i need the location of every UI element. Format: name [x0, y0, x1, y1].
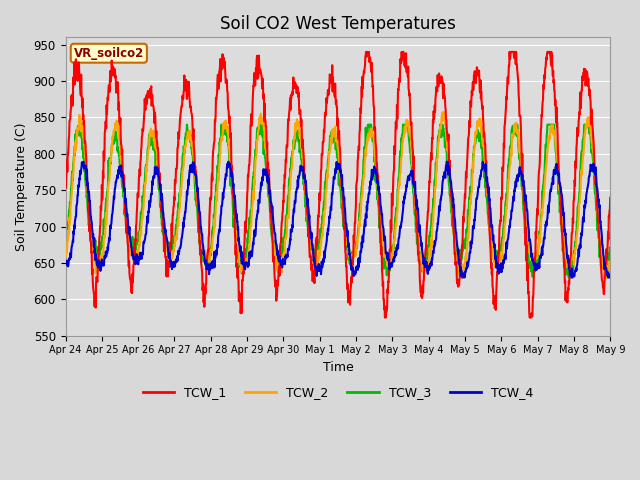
TCW_2	[104, 195, 111, 201]
Line: TCW_3: TCW_3	[65, 125, 611, 277]
Title: Soil CO2 West Temperatures: Soil CO2 West Temperatures	[220, 15, 456, 33]
TCW_2	[603, 276, 611, 281]
TCW_1	[293, 90, 301, 96]
TCW_1	[304, 213, 312, 219]
TCW_2	[607, 261, 614, 267]
TCW_4	[458, 275, 466, 280]
TCW_3	[104, 179, 112, 184]
Line: TCW_1: TCW_1	[65, 52, 611, 317]
TCW_1	[314, 227, 321, 232]
TCW_3	[126, 244, 134, 250]
TCW_3	[293, 127, 301, 133]
TCW_2	[372, 161, 380, 167]
TCW_1	[381, 314, 388, 320]
TCW_1	[61, 183, 69, 189]
TCW_3	[61, 234, 69, 240]
TCW_1	[607, 195, 614, 201]
Y-axis label: Soil Temperature (C): Soil Temperature (C)	[15, 122, 28, 251]
TCW_3	[314, 246, 322, 252]
TCW_2	[440, 109, 447, 115]
TCW_4	[104, 244, 111, 250]
X-axis label: Time: Time	[323, 361, 353, 374]
Legend: TCW_1, TCW_2, TCW_3, TCW_4: TCW_1, TCW_2, TCW_3, TCW_4	[138, 381, 538, 404]
TCW_2	[314, 259, 321, 264]
TCW_3	[565, 275, 573, 280]
TCW_3	[76, 122, 84, 128]
TCW_1	[362, 49, 370, 55]
TCW_2	[293, 120, 301, 125]
TCW_1	[126, 275, 134, 280]
TCW_4	[372, 166, 380, 172]
TCW_3	[305, 231, 312, 237]
TCW_1	[372, 144, 380, 149]
TCW_2	[304, 221, 312, 227]
Text: VR_soilco2: VR_soilco2	[74, 47, 144, 60]
TCW_4	[314, 265, 321, 271]
TCW_4	[61, 259, 69, 264]
TCW_4	[607, 271, 614, 276]
Line: TCW_4: TCW_4	[65, 162, 611, 277]
TCW_4	[293, 186, 301, 192]
TCW_3	[607, 247, 614, 253]
Line: TCW_2: TCW_2	[65, 112, 611, 278]
TCW_4	[126, 233, 134, 239]
TCW_2	[61, 254, 69, 260]
TCW_2	[126, 246, 134, 252]
TCW_4	[304, 204, 312, 210]
TCW_3	[372, 170, 380, 176]
TCW_4	[443, 159, 451, 165]
TCW_1	[104, 94, 111, 100]
